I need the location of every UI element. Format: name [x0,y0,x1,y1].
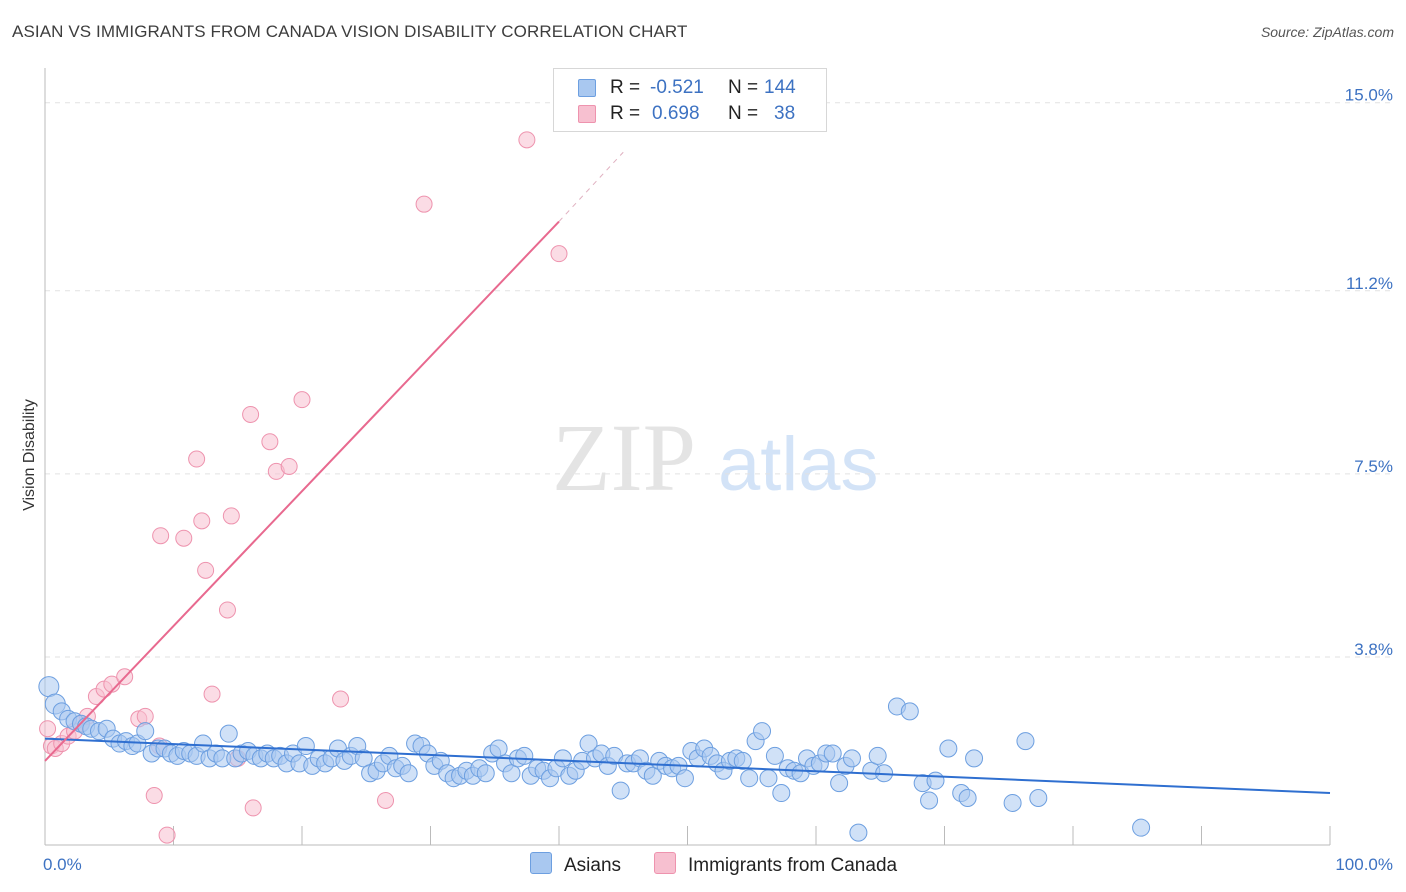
asian-point [765,746,784,765]
canada-point [550,245,568,263]
trend-lines [44,151,1331,795]
watermark: ZIP atlas [552,404,879,511]
asian-point [219,724,238,743]
canada-n-value: 38 [774,103,796,124]
asian-point [842,749,861,768]
asians-swatch [578,79,596,97]
asian-point [194,734,213,753]
asian-point [579,734,598,753]
canada-legend-swatch [654,852,676,874]
canada-point [136,707,154,725]
asian-point [296,737,315,756]
asian-point [354,749,373,768]
canada-trend-extension [558,151,624,222]
asian-point [965,749,984,768]
canada-point [332,690,350,708]
asians-r-value: -0.521 [650,77,704,98]
y-tick-label: 15.0% [1345,86,1393,105]
canada-point [193,512,211,530]
asian-point [926,771,945,790]
asians-trend-line [44,737,1331,795]
asian-point [958,788,977,807]
asians-n-value: 144 [764,77,796,98]
asian-point [920,791,939,810]
canada-point [39,720,57,738]
x-tick-label: 100.0% [1335,855,1393,874]
y-tick-label: 3.8% [1354,640,1393,659]
canada-point [377,791,395,809]
canada-point [242,405,260,423]
canada-point [261,433,279,451]
legend-row-asians: R = -0.521 N = 144 [554,75,826,101]
asian-point [1003,793,1022,812]
asian-point [1016,732,1035,751]
y-axis-title: Vision Disability [21,399,38,511]
canada-swatch [578,105,596,123]
asians-n-label: N = [728,77,759,98]
canada-point [518,131,536,149]
canada-point [145,787,163,805]
asian-point [675,769,694,788]
canada-point [152,527,170,545]
asian-point [849,823,868,842]
asian-point [939,739,958,758]
canada-point [188,450,206,468]
asian-point [553,749,572,768]
stats-legend: R = -0.521 N = 144 R = 0.698 N = 38 [553,68,827,132]
canada-point [218,601,236,619]
asians-legend-swatch [530,852,552,874]
asian-point [399,764,418,783]
asians-r-label: R = [610,77,641,98]
asian-point [476,764,495,783]
asian-point [753,722,772,741]
y-tick-label: 11.2% [1346,274,1393,293]
canada-point [293,391,311,409]
legend-item-canada[interactable]: Immigrants from Canada [654,852,897,877]
asian-point [868,746,887,765]
asian-point [733,751,752,770]
legend-row-canada: R = 0.698 N = 38 [554,101,826,127]
asian-point [502,764,521,783]
source-label: Source: ZipAtlas.com [1260,24,1394,40]
canada-point [244,799,262,817]
canada-point [175,529,193,547]
asian-point [830,774,849,793]
tick-labels: 3.8% 7.5% 11.2% 15.0% 0.0% 100.0% [43,86,1393,874]
canada-point [415,195,433,213]
asian-point [900,702,919,721]
canada-points [39,131,568,844]
asian-point [759,769,778,788]
asian-point [136,722,155,741]
canada-point [222,507,240,525]
canada-legend-label: Immigrants from Canada [688,855,898,876]
asian-points [38,676,1151,842]
asians-legend-label: Asians [564,855,622,876]
canada-r-value: 0.698 [652,103,700,124]
asian-point [515,746,534,765]
asian-point [611,781,630,800]
canada-point [203,685,221,703]
canada-r-label: R = [610,103,641,124]
y-tick-label: 7.5% [1354,457,1393,476]
asian-point [1132,818,1151,837]
asian-point [643,766,662,785]
canada-point [280,457,298,475]
chart-title: ASIAN VS IMMIGRANTS FROM CANADA VISION D… [12,22,688,41]
canada-n-label: N = [728,103,759,124]
asian-point [823,744,842,763]
watermark-zip: ZIP [552,404,696,511]
asian-point [772,784,791,803]
asian-point [1029,788,1048,807]
axes [44,68,1331,846]
canada-point [158,826,176,844]
legend-item-asians[interactable]: Asians [530,852,621,877]
grid-lines [45,102,1392,658]
watermark-atlas: atlas [718,422,879,507]
asian-point [740,769,759,788]
x-tick-label: 0.0% [43,855,82,874]
canada-point [197,561,215,579]
canada-trend-line [44,220,560,762]
